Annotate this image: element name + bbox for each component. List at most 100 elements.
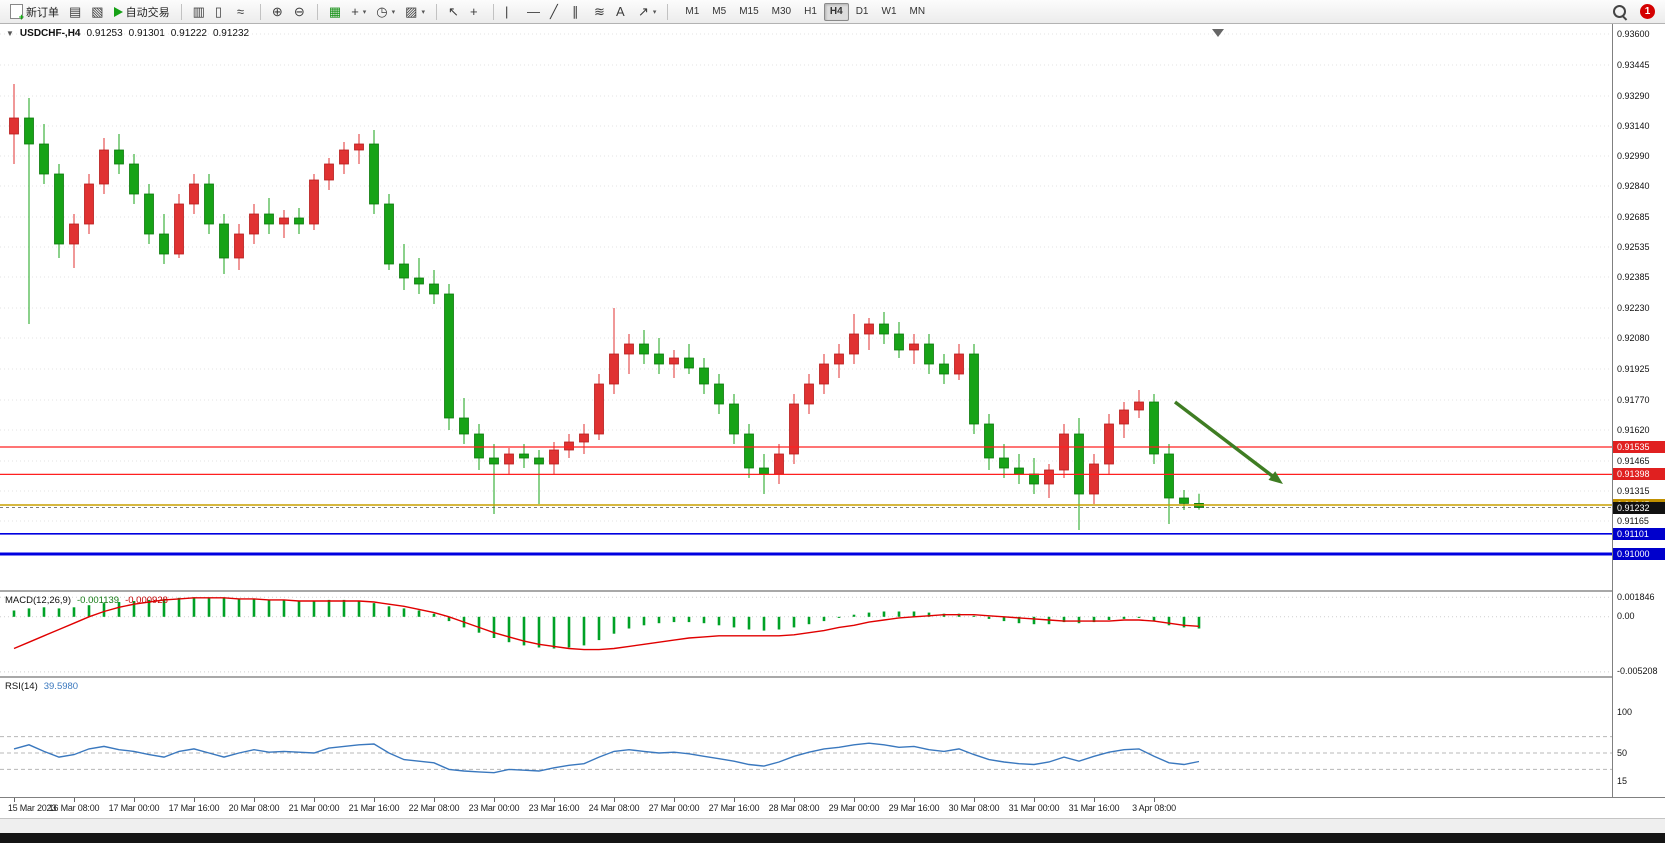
- time-tick: [614, 798, 615, 802]
- auto-trading-label: 自动交易: [125, 6, 170, 19]
- timeframe-button-d1[interactable]: D1: [850, 3, 875, 21]
- timeframe-group: M1 M5 M15 M30 H1 H4 D1 W1 MN: [679, 2, 932, 21]
- tile-windows-button[interactable]: ▦: [325, 2, 345, 22]
- timeframe-button-h4[interactable]: H4: [823, 2, 849, 21]
- line-chart-icon: ≈: [236, 4, 245, 19]
- price-axis[interactable]: 0.93600 0.93445 0.93290 0.93140 0.92990 0.928…: [1612, 24, 1665, 797]
- new-order-label: 新订单: [26, 6, 59, 19]
- clock-icon: ◷: [376, 4, 388, 19]
- time-axis-label: 17 Mar 00:00: [108, 803, 160, 813]
- fibonacci-button[interactable]: ≋: [590, 2, 610, 22]
- panel-splitter-1[interactable]: [0, 590, 1665, 592]
- time-axis[interactable]: 15 Mar 2023 16 Mar 08:00 17 Mar 00:00 17 Ma…: [0, 797, 1665, 819]
- time-axis-label: 23 Mar 16:00: [528, 803, 580, 813]
- price-tick-label: 0.93290: [1617, 90, 1650, 101]
- horizontal-line-icon: —: [526, 4, 540, 19]
- macd-name: MACD(12,26,9): [5, 595, 71, 606]
- add-indicator-button[interactable]: + ▾: [347, 2, 370, 22]
- text-tool-icon: A: [615, 4, 625, 19]
- time-axis-label: 20 Mar 08:00: [228, 803, 280, 813]
- price-tick-label: 0.92685: [1617, 211, 1650, 222]
- auto-trading-button[interactable]: 自动交易: [110, 2, 174, 22]
- macd-signal-value: -0.000928: [125, 595, 168, 606]
- time-axis-label: 31 Mar 16:00: [1068, 803, 1120, 813]
- search-button[interactable]: [1609, 2, 1630, 22]
- price-tick-label: 0.91925: [1617, 363, 1650, 374]
- time-axis-label: 21 Mar 16:00: [348, 803, 400, 813]
- timeframe-button-m1[interactable]: M1: [679, 3, 705, 21]
- time-axis-label: 24 Mar 08:00: [588, 803, 640, 813]
- macd-panel[interactable]: MACD(12,26,9) -0.001139 -0.000928: [0, 592, 1612, 676]
- time-tick: [914, 798, 915, 802]
- time-tick: [794, 798, 795, 802]
- cursor-button[interactable]: ↖: [444, 2, 464, 22]
- timeframe-button-mn[interactable]: MN: [904, 3, 932, 21]
- search-icon: [1613, 5, 1626, 18]
- time-axis-label: 15 Mar 2023: [7, 803, 57, 813]
- price-tick-label: 0.92385: [1617, 271, 1650, 282]
- zoom-out-button[interactable]: ⊖: [290, 2, 310, 22]
- rsi-tick-label: 15: [1617, 776, 1628, 787]
- zoom-in-icon: ⊕: [271, 4, 283, 19]
- rsi-canvas[interactable]: [0, 678, 1612, 797]
- trendline-button[interactable]: ╱: [546, 2, 566, 22]
- timeframe-button-w1[interactable]: W1: [876, 3, 903, 21]
- chart-dropdown-icon[interactable]: ▼: [6, 29, 14, 38]
- crosshair-button[interactable]: +: [466, 2, 486, 22]
- vertical-line-button[interactable]: |: [501, 2, 521, 22]
- time-tick: [854, 798, 855, 802]
- line-chart-button[interactable]: ≈: [233, 2, 253, 22]
- vertical-line-icon: |: [504, 4, 509, 19]
- price-tick-label: 0.91465: [1617, 455, 1650, 466]
- macd-canvas[interactable]: [0, 592, 1612, 676]
- chevron-down-icon: ▾: [652, 8, 657, 16]
- timeframe-button-m15[interactable]: M15: [733, 3, 764, 21]
- time-tick: [734, 798, 735, 802]
- new-order-icon: [10, 4, 24, 22]
- chevron-down-icon: ▾: [421, 8, 425, 16]
- time-axis-label: 3 Apr 08:00: [1132, 803, 1176, 813]
- price-badge-support-line-blue-2: 0.91000: [1613, 548, 1665, 560]
- timeframe-button-m30[interactable]: M30: [766, 3, 797, 21]
- notification-badge[interactable]: 1: [1640, 4, 1655, 19]
- rsi-name: RSI(14): [5, 681, 38, 692]
- price-badge-support-line-blue-1: 0.91101: [1613, 527, 1665, 540]
- arrows-tool-button[interactable]: ↗ ▾: [634, 2, 660, 22]
- macd-main-value: -0.001139: [77, 595, 120, 606]
- symbol-timeframe-label: USDCHF-,H4: [19, 28, 81, 39]
- candlestick-chart-button[interactable]: ▯: [211, 2, 231, 22]
- toolbar-separator: [667, 3, 669, 20]
- text-tool-button[interactable]: A: [612, 2, 632, 22]
- channel-button[interactable]: ∥: [568, 2, 588, 22]
- toolbar-separator: [492, 3, 494, 20]
- crosshair-icon: +: [469, 4, 478, 19]
- macd-tick-label: 0.00: [1617, 611, 1635, 622]
- toolbar-separator: [435, 3, 437, 20]
- horizontal-line-button[interactable]: —: [523, 2, 544, 22]
- timeframe-button-m5[interactable]: M5: [706, 3, 732, 21]
- navigator-button[interactable]: ▧: [87, 2, 107, 22]
- price-chart-panel[interactable]: ▼ USDCHF-,H4 0.91253 0.91301 0.91222 0.9…: [0, 24, 1612, 590]
- market-watch-icon: ▤: [69, 4, 82, 19]
- macd-label: MACD(12,26,9) -0.001139 -0.000928: [5, 595, 168, 606]
- price-tick-label: 0.91620: [1617, 424, 1650, 435]
- zoom-in-button[interactable]: ⊕: [268, 2, 288, 22]
- time-axis-label: 30 Mar 08:00: [948, 803, 1000, 813]
- new-order-button[interactable]: 新订单: [6, 2, 63, 22]
- templates-button[interactable]: ▨ ▾: [401, 2, 429, 22]
- rsi-label: RSI(14) 39.5980: [5, 681, 78, 692]
- price-chart-canvas[interactable]: [0, 24, 1612, 590]
- trendline-icon: ╱: [549, 4, 558, 19]
- time-tick: [974, 798, 975, 802]
- timeframe-button-h1[interactable]: H1: [798, 3, 823, 21]
- rsi-panel[interactable]: RSI(14) 39.5980: [0, 678, 1612, 797]
- time-axis-label: 16 Mar 08:00: [48, 803, 100, 813]
- panel-splitter-2[interactable]: [0, 676, 1665, 678]
- periods-button[interactable]: ◷ ▾: [372, 2, 399, 22]
- bars-chart-button[interactable]: ▥: [189, 2, 209, 22]
- time-tick: [1034, 798, 1035, 802]
- rsi-value: 39.5980: [43, 681, 79, 692]
- market-watch-button[interactable]: ▤: [65, 2, 85, 22]
- time-tick: [254, 798, 255, 802]
- chevron-down-icon: ▾: [362, 8, 367, 16]
